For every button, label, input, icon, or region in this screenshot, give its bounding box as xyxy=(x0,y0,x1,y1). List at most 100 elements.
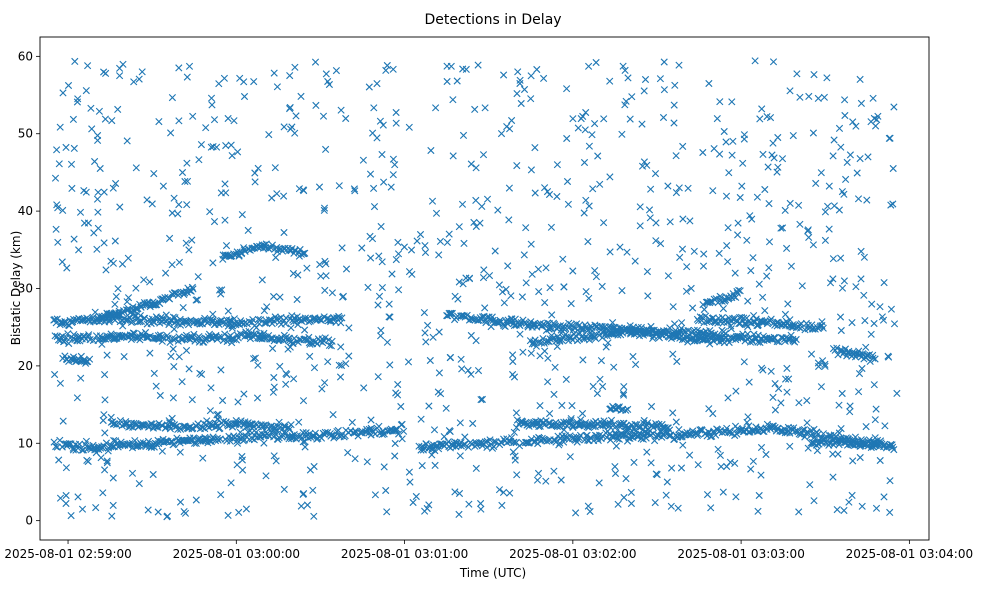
detection-point xyxy=(735,286,743,294)
detection-point xyxy=(176,498,185,506)
detection-point xyxy=(542,264,550,272)
detection-point xyxy=(387,183,395,191)
detection-point xyxy=(82,437,90,445)
detection-point xyxy=(397,402,405,411)
detection-point xyxy=(623,248,631,256)
detection-point xyxy=(404,358,413,366)
detection-point xyxy=(727,325,735,333)
detection-point xyxy=(664,424,672,432)
y-tick-label: 30 xyxy=(18,282,33,296)
detection-point xyxy=(207,94,216,102)
detection-point xyxy=(273,336,281,344)
detection-point xyxy=(365,83,373,91)
detection-point xyxy=(677,464,686,472)
detection-point xyxy=(783,244,791,252)
detection-point xyxy=(556,337,564,345)
detection-point xyxy=(377,332,385,340)
detection-point xyxy=(598,282,606,290)
detection-point xyxy=(252,324,260,332)
detection-point xyxy=(717,463,725,471)
detection-point xyxy=(678,319,686,327)
detection-point xyxy=(432,104,440,112)
detection-point xyxy=(109,334,117,342)
detection-point xyxy=(112,179,120,188)
detection-point xyxy=(469,419,477,428)
detection-point xyxy=(182,239,190,247)
detection-point xyxy=(71,57,79,65)
detection-point xyxy=(787,262,795,270)
detection-point xyxy=(765,238,774,246)
detection-point xyxy=(270,373,278,382)
detection-point xyxy=(382,66,390,74)
detection-point xyxy=(300,490,308,498)
detection-point xyxy=(495,281,503,289)
detection-point xyxy=(837,143,845,151)
detection-point xyxy=(235,320,243,328)
detection-point xyxy=(395,286,403,294)
detection-point xyxy=(627,499,635,508)
detection-point xyxy=(531,336,539,344)
detection-point xyxy=(265,131,273,139)
detection-point xyxy=(467,370,475,378)
detection-point xyxy=(324,358,332,366)
detection-point xyxy=(299,186,307,194)
plot-area xyxy=(40,37,929,540)
detection-point xyxy=(769,139,777,147)
detection-point xyxy=(838,284,847,292)
y-tick-label: 60 xyxy=(18,49,33,63)
detection-point xyxy=(405,468,413,476)
detection-point xyxy=(479,274,488,282)
detection-point xyxy=(378,284,386,292)
detection-point xyxy=(660,86,668,94)
detection-point xyxy=(548,335,557,343)
detection-point xyxy=(263,303,271,311)
detection-point xyxy=(724,394,732,402)
detection-point xyxy=(835,401,843,409)
detection-point xyxy=(764,163,772,171)
detection-point xyxy=(567,415,575,423)
detection-point xyxy=(380,178,388,186)
detection-point xyxy=(377,326,385,334)
detection-point xyxy=(206,407,214,415)
detection-point xyxy=(175,201,183,209)
detection-point xyxy=(246,331,254,340)
detection-point xyxy=(750,312,758,320)
detection-point xyxy=(505,216,513,224)
detection-point xyxy=(481,104,489,112)
detection-point xyxy=(309,337,317,345)
detection-point xyxy=(311,429,319,437)
detection-point xyxy=(111,237,119,245)
detection-point xyxy=(288,432,296,440)
detection-point xyxy=(324,77,332,86)
detection-point xyxy=(712,295,720,303)
detection-point xyxy=(207,438,216,446)
detection-point xyxy=(777,224,785,232)
detection-point xyxy=(232,419,240,427)
detection-point xyxy=(132,164,140,172)
detection-point xyxy=(185,62,194,70)
detection-point xyxy=(61,352,69,360)
detection-point xyxy=(765,264,773,272)
detection-point xyxy=(100,411,108,419)
detection-point xyxy=(59,417,67,425)
detection-point xyxy=(350,185,358,193)
detection-point xyxy=(829,473,837,481)
detection-point xyxy=(652,237,660,245)
detection-point xyxy=(394,250,403,258)
detection-point xyxy=(622,475,630,483)
detection-point xyxy=(647,459,655,467)
detection-point xyxy=(481,304,489,312)
detection-point xyxy=(846,408,854,416)
detection-point xyxy=(505,184,513,192)
detection-point xyxy=(749,254,757,262)
detection-point xyxy=(169,313,177,321)
detection-point xyxy=(217,491,225,499)
detection-point xyxy=(558,401,566,409)
detection-point xyxy=(616,420,624,428)
detection-point xyxy=(867,330,875,338)
detection-point xyxy=(455,278,463,286)
y-tick-label: 50 xyxy=(18,127,33,141)
detection-point xyxy=(360,384,368,392)
detection-point xyxy=(580,209,588,217)
detection-point xyxy=(830,136,838,144)
